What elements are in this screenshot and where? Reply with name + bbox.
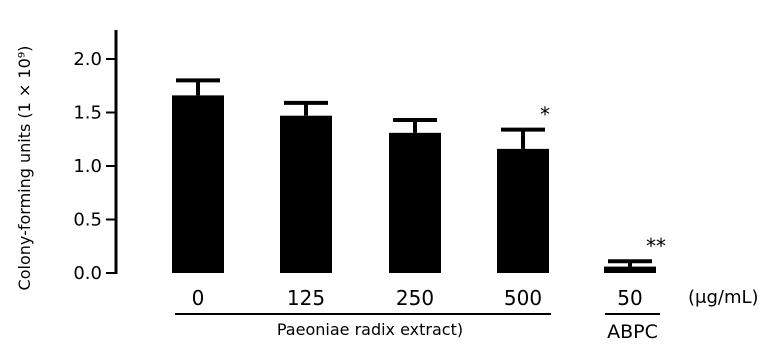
significance-mark: ** [646, 234, 666, 258]
x-tick-label: 50 [617, 286, 642, 310]
y-axis: 0.0 0.5 1.0 1.5 2.0 [73, 30, 118, 284]
y-tick-label: 2.0 [73, 49, 102, 70]
bars [172, 95, 656, 274]
bar [497, 148, 549, 273]
y-tick-label: 1.5 [73, 103, 102, 124]
bar [389, 132, 441, 273]
bar [604, 266, 656, 273]
bar [172, 95, 224, 273]
significance-mark: * [540, 103, 550, 127]
y-tick-label: 1.0 [73, 156, 102, 177]
significance-markers: *** [540, 103, 666, 259]
group-labels: Paeoniae radix extract) ABPC [175, 313, 660, 343]
x-tick-label: 125 [287, 286, 325, 310]
x-unit-label: (μg/mL) [688, 287, 759, 308]
group-label: Paeoniae radix extract) [277, 320, 463, 339]
group-label: ABPC [607, 321, 658, 343]
x-tick-label: 250 [396, 286, 434, 310]
y-tick-label: 0.5 [73, 210, 102, 231]
y-axis-label: Colony-forming units (1 × 10⁹) [15, 46, 34, 291]
x-tick-label: 500 [504, 286, 542, 310]
bar [280, 115, 332, 274]
x-tick-label: 0 [192, 286, 205, 310]
y-tick-label: 0.0 [73, 263, 102, 284]
x-tick-labels: 0 125 250 500 50 [192, 286, 643, 310]
error-bars [176, 78, 652, 267]
